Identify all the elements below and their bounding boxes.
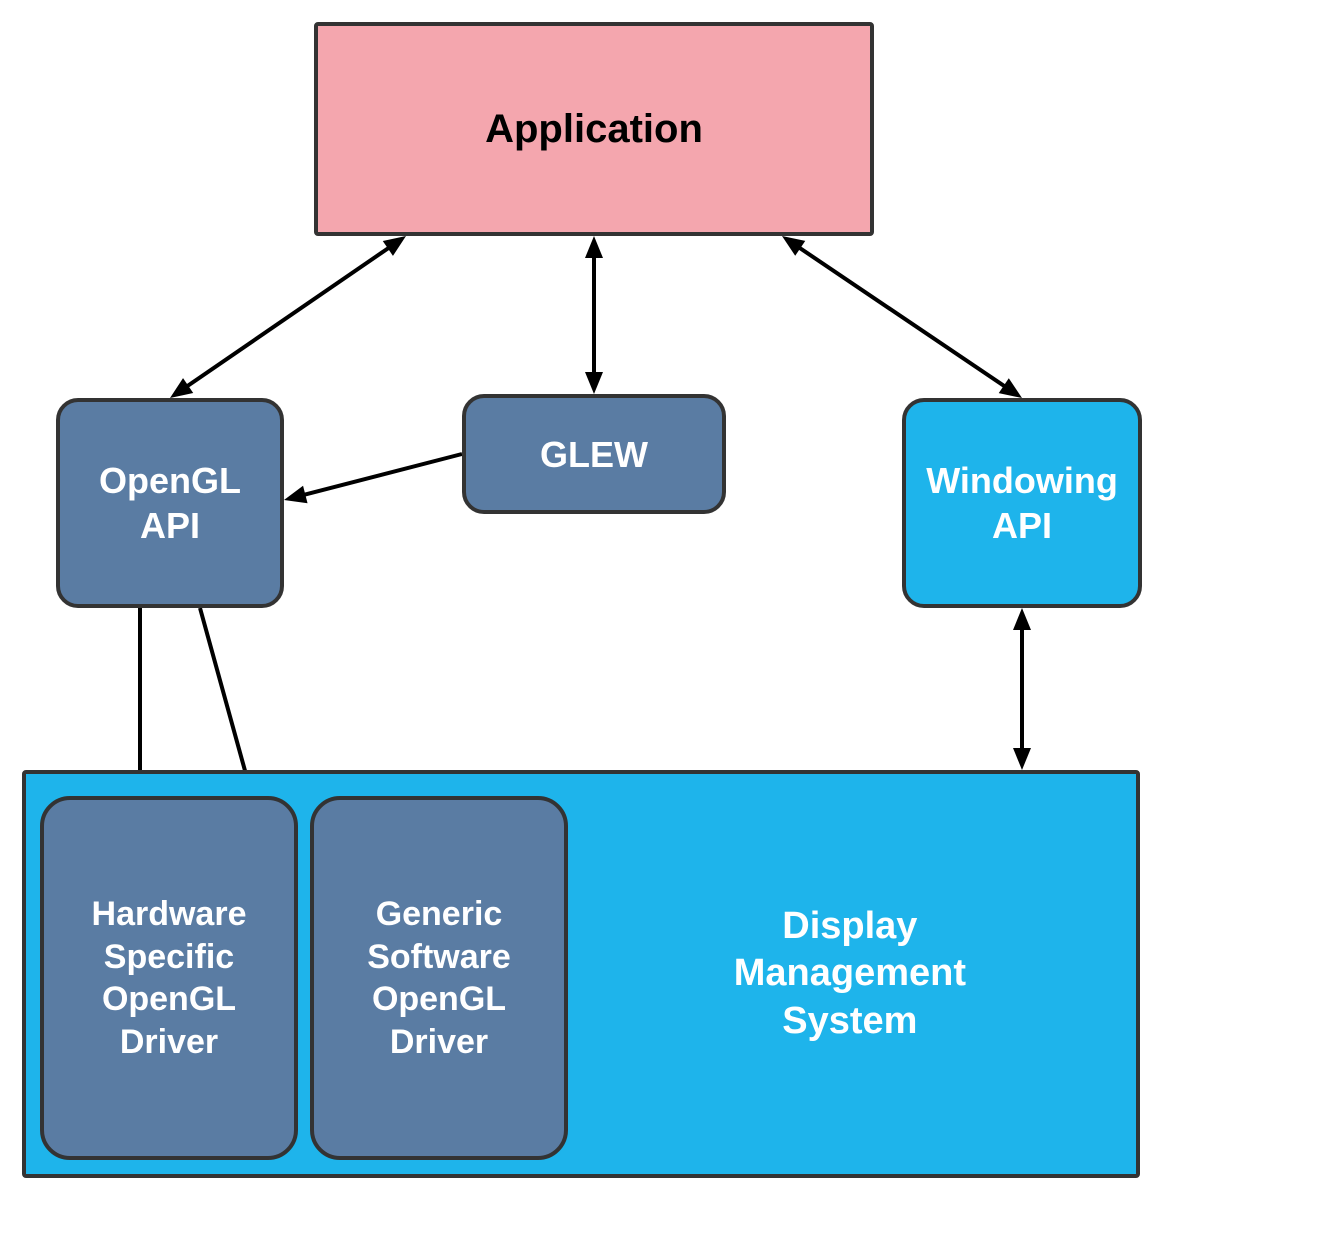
node-label: WindowingAPI <box>926 458 1118 548</box>
node-application: Application <box>314 22 874 236</box>
node-label: DisplayManagementSystem <box>734 903 966 1046</box>
node-label: GenericSoftwareOpenGLDriver <box>367 893 511 1063</box>
edge <box>793 243 1011 390</box>
node-glew: GLEW <box>462 394 726 514</box>
node-label: OpenGLAPI <box>99 458 241 548</box>
node-label: HardwareSpecificOpenGLDriver <box>92 893 247 1063</box>
edge <box>181 243 395 390</box>
edge <box>297 454 462 497</box>
edge <box>200 608 248 783</box>
node-sw-driver: GenericSoftwareOpenGLDriver <box>310 796 568 1160</box>
node-hw-driver: HardwareSpecificOpenGLDriver <box>40 796 298 1160</box>
architecture-diagram: DisplayManagementSystem Application OpenGL… <box>0 0 1340 1248</box>
node-label: Application <box>485 104 703 154</box>
node-label: GLEW <box>540 432 648 477</box>
node-opengl-api: OpenGLAPI <box>56 398 284 608</box>
node-windowing-api: WindowingAPI <box>902 398 1142 608</box>
